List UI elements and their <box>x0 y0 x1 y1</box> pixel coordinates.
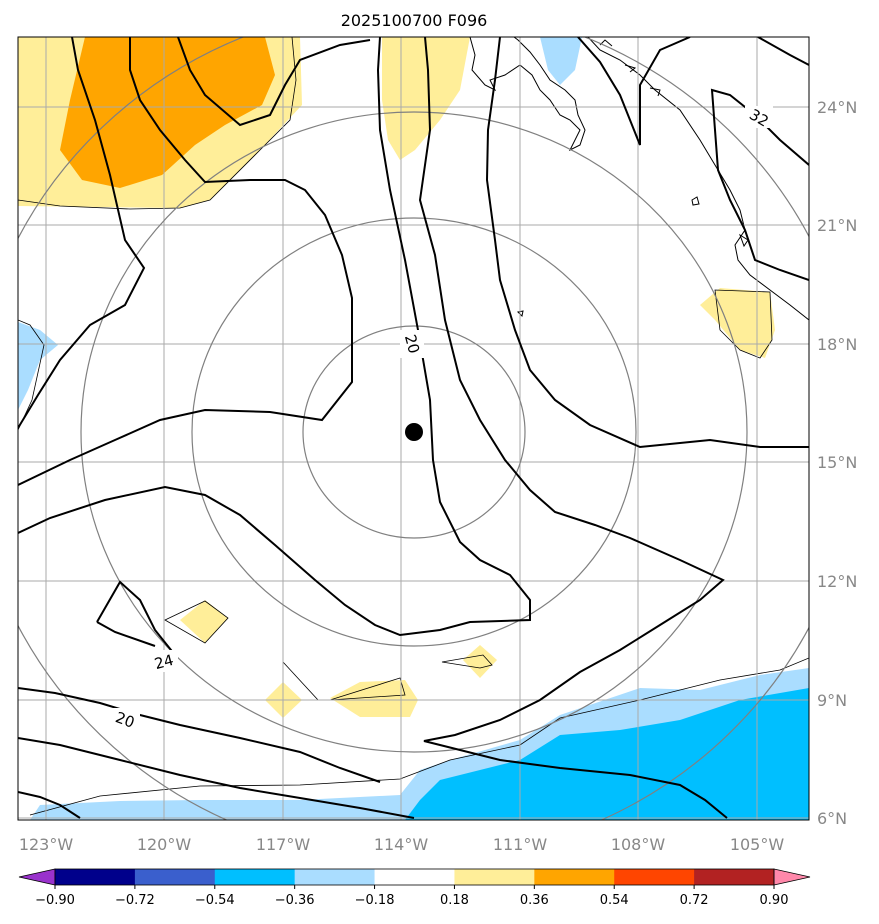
shading-outlines <box>18 37 809 816</box>
colorbar-segment <box>374 869 455 885</box>
colorbar: −0.90 −0.72 −0.54 −0.36 −0.18 0.18 0.36 0.54 0.7… <box>18 868 811 908</box>
colorbar-under-triangle <box>18 868 56 886</box>
lon-label: 120°W <box>137 835 192 854</box>
colorbar-segment <box>214 869 296 885</box>
contour-lines <box>18 37 809 819</box>
colorbar-segment <box>55 869 136 885</box>
range-rings <box>18 37 809 820</box>
colorbar-tick-label: 0.90 <box>760 893 789 908</box>
colorbar-tick-label: −0.18 <box>355 893 395 908</box>
colorbar-segment <box>694 869 775 885</box>
lon-label: 108°W <box>611 835 666 854</box>
storm-center-marker <box>405 423 423 441</box>
colorbar-tick-label: 0.36 <box>520 893 549 908</box>
lat-label: 24°N <box>817 98 857 117</box>
orange-shading <box>60 37 275 188</box>
contour-label-20-center: 20 <box>401 332 423 355</box>
colorbar-frame <box>54 868 775 886</box>
colorbar-tick-label: 0.18 <box>440 893 469 908</box>
lat-label: 9°N <box>817 691 847 710</box>
colorbar-segment <box>534 869 615 885</box>
colorbar-segment <box>294 869 376 885</box>
lon-label: 105°W <box>730 835 785 854</box>
lat-label: 12°N <box>817 572 857 591</box>
latitude-labels: 24°N 21°N 18°N 15°N 12°N 9°N 6°N <box>817 98 857 828</box>
colorbar-tick-label: −0.36 <box>275 893 315 908</box>
lat-label: 6°N <box>817 809 847 828</box>
lon-label: 117°W <box>256 835 311 854</box>
contour-label-20-south: 20 <box>113 708 137 731</box>
longitude-labels: 123°W 120°W 117°W 114°W 111°W 108°W 105°… <box>19 835 785 854</box>
colorbar-tick-label: 0.72 <box>680 893 709 908</box>
map-border <box>17 36 810 821</box>
map-title: 2025100700 F096 <box>341 11 488 30</box>
lat-label: 15°N <box>817 453 857 472</box>
lon-label: 111°W <box>493 835 548 854</box>
colorbar-tick-label: −0.72 <box>115 893 155 908</box>
colorbar-segment <box>614 869 695 885</box>
contour-label-group: 20 32 24 20 <box>110 105 773 732</box>
colorbar-tick-label: −0.90 <box>35 893 75 908</box>
colorbar-segment <box>134 869 216 885</box>
map-panel: 20 32 24 20 <box>18 37 809 820</box>
colorbar-tick-label: 0.54 <box>600 893 629 908</box>
colorbar-over-triangle <box>773 868 811 886</box>
lon-label: 114°W <box>374 835 429 854</box>
lat-label: 18°N <box>817 335 857 354</box>
contour-label-24: 24 <box>152 651 175 673</box>
colorbar-tick-label: −0.54 <box>195 893 235 908</box>
colorbar-segment <box>454 869 535 885</box>
lat-label: 21°N <box>817 216 857 235</box>
lon-label: 123°W <box>19 835 74 854</box>
